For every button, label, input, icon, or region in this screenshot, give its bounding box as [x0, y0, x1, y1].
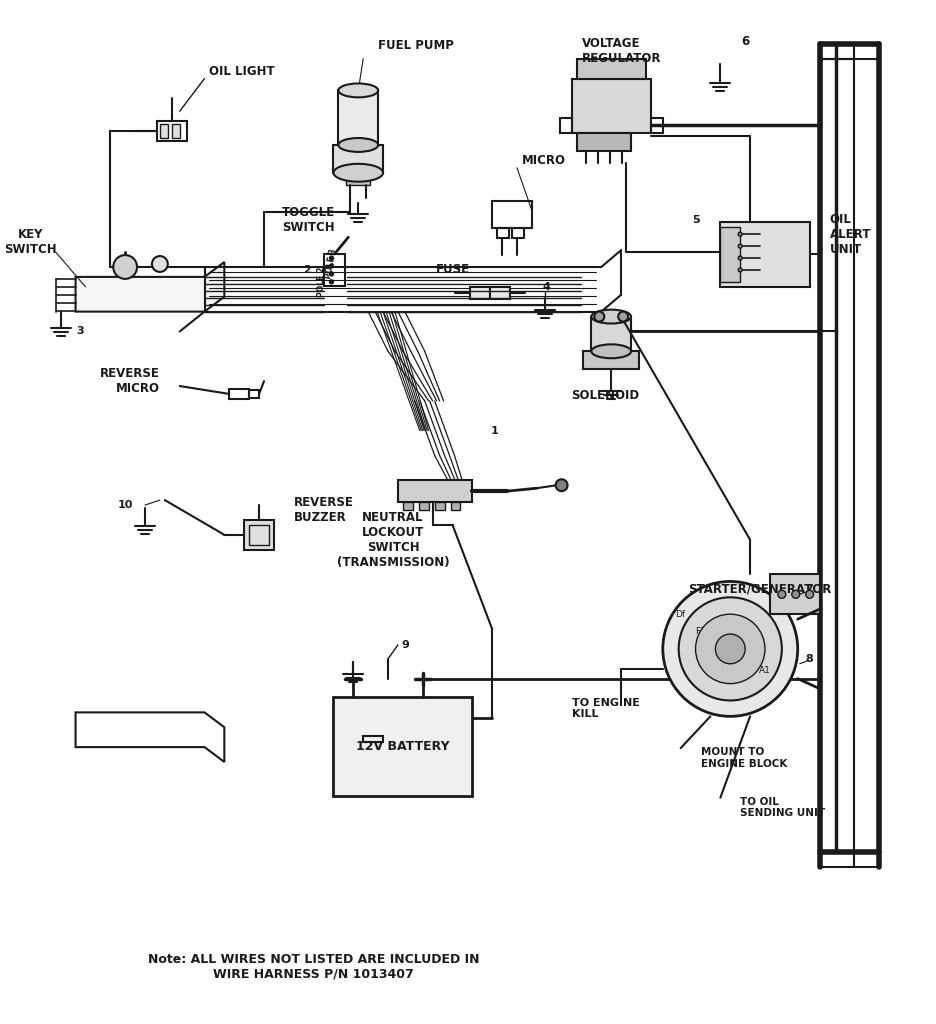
Circle shape: [739, 256, 742, 260]
Text: FUSE: FUSE: [435, 263, 470, 276]
Circle shape: [152, 256, 168, 272]
Circle shape: [739, 232, 742, 237]
Bar: [244, 520, 274, 550]
Circle shape: [663, 582, 797, 717]
Text: REVERSE
MICRO: REVERSE MICRO: [100, 367, 160, 395]
Text: 2: 2: [303, 265, 311, 275]
Bar: [721, 227, 740, 282]
Bar: [583, 351, 639, 370]
Text: F1: F1: [695, 627, 706, 636]
Bar: [497, 228, 509, 239]
Text: 6: 6: [741, 35, 749, 48]
Bar: [577, 133, 631, 151]
Ellipse shape: [592, 309, 631, 324]
Bar: [721, 222, 810, 287]
Bar: [249, 525, 269, 545]
Text: TOGGLE
SWITCH: TOGGLE SWITCH: [282, 207, 335, 234]
Circle shape: [113, 255, 137, 279]
Text: 10: 10: [117, 500, 133, 510]
Bar: [492, 201, 532, 228]
Text: Note: ALL WIRES NOT LISTED ARE INCLUDED IN: Note: ALL WIRES NOT LISTED ARE INCLUDED …: [148, 953, 479, 966]
Text: KEY
SWITCH: KEY SWITCH: [5, 228, 57, 256]
Ellipse shape: [339, 84, 378, 97]
Bar: [490, 287, 510, 299]
Text: VOLTAGE
REGULATOR: VOLTAGE REGULATOR: [581, 37, 661, 65]
Text: MICRO: MICRO: [522, 155, 566, 167]
Bar: [572, 79, 651, 133]
Circle shape: [806, 591, 813, 598]
Text: STARTER/GENERATOR: STARTER/GENERATOR: [688, 583, 832, 596]
Text: POLE 3: POLE 3: [325, 249, 339, 280]
Text: 9: 9: [401, 640, 409, 650]
Bar: [577, 58, 646, 79]
Circle shape: [594, 311, 605, 322]
Bar: [418, 502, 429, 510]
Bar: [402, 502, 413, 510]
Text: POLE 2: POLE 2: [317, 266, 326, 297]
Ellipse shape: [333, 164, 383, 181]
Circle shape: [329, 256, 333, 260]
Bar: [346, 173, 370, 184]
Text: TO ENGINE
KILL: TO ENGINE KILL: [572, 697, 639, 719]
Text: OIL
ALERT
UNIT: OIL ALERT UNIT: [829, 213, 870, 256]
Circle shape: [618, 311, 628, 322]
Circle shape: [695, 614, 765, 684]
Bar: [450, 502, 461, 510]
Text: 5: 5: [692, 215, 699, 225]
Bar: [434, 502, 445, 510]
Text: 8: 8: [806, 653, 813, 664]
Text: SOLENOID: SOLENOID: [572, 389, 639, 402]
Text: OIL LIGHT: OIL LIGHT: [210, 66, 275, 78]
Circle shape: [556, 479, 567, 492]
Circle shape: [329, 264, 333, 268]
Text: REVERSE
BUZZER: REVERSE BUZZER: [294, 496, 354, 524]
Text: NEUTRAL
LOCKOUT
SWITCH
(TRANSMISSION): NEUTRAL LOCKOUT SWITCH (TRANSMISSION): [337, 511, 449, 568]
Bar: [172, 124, 180, 138]
Bar: [651, 118, 663, 133]
Bar: [363, 736, 383, 742]
Bar: [770, 574, 820, 614]
Circle shape: [715, 634, 745, 664]
Ellipse shape: [592, 344, 631, 358]
Ellipse shape: [339, 138, 378, 152]
Text: 7: 7: [806, 585, 813, 594]
Circle shape: [778, 591, 786, 598]
Bar: [560, 118, 572, 133]
Bar: [512, 228, 524, 239]
Bar: [471, 287, 490, 299]
Circle shape: [329, 272, 333, 275]
Bar: [398, 480, 473, 502]
Text: WIRE HARNESS P/N 1013407: WIRE HARNESS P/N 1013407: [213, 968, 414, 981]
Circle shape: [329, 280, 333, 284]
Bar: [333, 696, 473, 796]
Circle shape: [739, 244, 742, 248]
Text: 12V BATTERY: 12V BATTERY: [356, 739, 449, 753]
Bar: [333, 145, 383, 173]
Text: Df: Df: [676, 609, 686, 618]
Text: MOUNT TO
ENGINE BLOCK: MOUNT TO ENGINE BLOCK: [700, 748, 787, 769]
Text: 4: 4: [543, 282, 550, 292]
Text: A2: A2: [739, 654, 751, 664]
Bar: [229, 389, 249, 399]
Circle shape: [679, 597, 782, 700]
Text: F2: F2: [715, 639, 725, 648]
Circle shape: [792, 591, 799, 598]
Text: TO OIL
SENDING UNIT: TO OIL SENDING UNIT: [740, 797, 826, 818]
Text: A1: A1: [759, 667, 771, 675]
Bar: [592, 316, 631, 351]
Bar: [249, 390, 259, 398]
Bar: [160, 124, 168, 138]
Bar: [157, 121, 186, 141]
Circle shape: [739, 268, 742, 272]
Text: FUEL PUMP: FUEL PUMP: [378, 39, 454, 52]
Text: 3: 3: [77, 327, 84, 337]
Bar: [324, 254, 345, 286]
Polygon shape: [76, 262, 225, 311]
Text: 1: 1: [490, 426, 498, 435]
Bar: [339, 90, 378, 145]
